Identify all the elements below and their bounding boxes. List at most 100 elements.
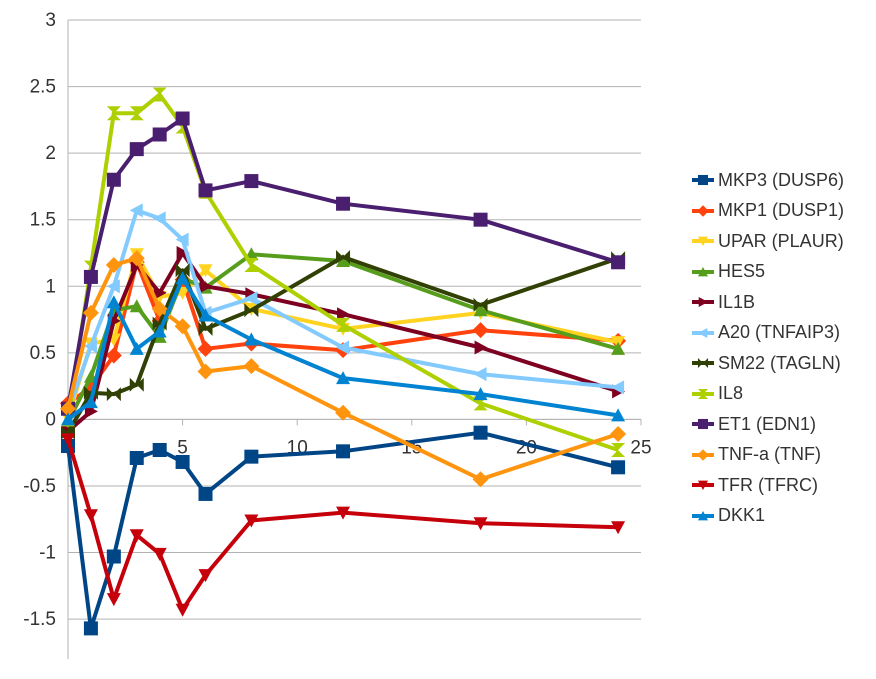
data-point xyxy=(697,480,709,491)
legend-swatch xyxy=(692,448,714,461)
legend-item: MKP3 (DUSP6) xyxy=(690,165,844,196)
data-point xyxy=(336,340,350,355)
data-point xyxy=(83,339,97,354)
data-point xyxy=(611,341,626,355)
data-point xyxy=(106,106,121,121)
data-point xyxy=(198,486,213,501)
data-point xyxy=(152,442,167,457)
data-point xyxy=(336,253,351,267)
data-point xyxy=(129,529,144,543)
data-point xyxy=(337,307,351,322)
y-tick-label: -0.5 xyxy=(23,476,56,497)
data-point xyxy=(336,249,351,264)
legend-label: UPAR (PLAUR) xyxy=(718,230,844,251)
series-layer xyxy=(60,87,627,636)
data-point xyxy=(198,264,213,278)
data-point xyxy=(151,300,168,317)
data-point xyxy=(105,347,122,364)
data-point xyxy=(152,211,166,226)
data-point xyxy=(129,341,144,355)
data-point xyxy=(697,510,709,521)
data-point xyxy=(697,175,709,186)
data-point xyxy=(106,295,121,309)
y-tick-label: -1 xyxy=(39,543,56,564)
data-point xyxy=(197,340,214,357)
data-point xyxy=(336,317,351,332)
legend-item: A20 (TNFAIP3) xyxy=(690,318,844,349)
data-point xyxy=(611,442,626,457)
data-point xyxy=(336,506,351,520)
data-point xyxy=(198,183,213,198)
data-point xyxy=(697,448,709,461)
legend-swatch xyxy=(692,297,714,308)
legend-item: UPAR (PLAUR) xyxy=(690,226,844,257)
data-point xyxy=(152,547,167,561)
data-point xyxy=(473,367,487,382)
data-point xyxy=(106,593,121,607)
data-point xyxy=(106,279,120,294)
legend-item: IL8 xyxy=(690,379,844,410)
y-tick-label: 0.5 xyxy=(30,343,56,364)
legend-label: A20 (TNFAIP3) xyxy=(718,322,841,343)
series-8 xyxy=(61,111,626,416)
legend-item: DKK1 xyxy=(690,501,844,532)
legend-swatch xyxy=(692,236,714,247)
data-point xyxy=(473,303,488,317)
data-point xyxy=(697,204,709,217)
legend-label: TFR (TFRC) xyxy=(718,474,818,495)
data-point xyxy=(129,450,144,465)
data-point xyxy=(175,232,189,247)
data-point xyxy=(105,256,122,273)
data-point xyxy=(82,304,99,321)
data-point xyxy=(175,111,190,126)
data-point xyxy=(129,377,144,392)
data-point xyxy=(335,404,352,421)
data-point xyxy=(83,395,98,409)
data-point xyxy=(244,291,258,306)
y-tick-label: 0 xyxy=(45,409,56,430)
data-point xyxy=(129,299,144,313)
data-point xyxy=(174,318,191,335)
data-point xyxy=(611,380,625,395)
data-point xyxy=(61,412,75,426)
legend-swatch xyxy=(692,266,714,277)
data-point xyxy=(244,303,259,318)
data-point xyxy=(199,279,213,294)
series-0 xyxy=(61,425,626,636)
data-point xyxy=(336,371,351,385)
data-point xyxy=(697,358,709,369)
y-tick-label: 3 xyxy=(45,10,56,31)
data-point xyxy=(128,250,145,267)
legend-label: DKK1 xyxy=(718,505,766,526)
legend-item: IL1B xyxy=(690,287,844,318)
data-point xyxy=(106,172,121,187)
data-point xyxy=(152,127,167,142)
data-point xyxy=(611,460,626,475)
data-point xyxy=(60,400,76,417)
legend-swatch xyxy=(692,480,714,491)
data-point xyxy=(336,196,351,211)
data-point xyxy=(83,621,98,636)
legend-item: TFR (TFRC) xyxy=(690,470,844,501)
data-point xyxy=(197,363,214,380)
data-point xyxy=(474,340,488,355)
y-tick-label: 2.5 xyxy=(30,77,56,98)
data-point xyxy=(153,285,167,300)
y-tick-label: 1.5 xyxy=(30,210,56,231)
data-point xyxy=(244,257,259,272)
data-point xyxy=(106,549,121,564)
legend-swatch xyxy=(692,419,714,430)
series-9 xyxy=(60,250,627,488)
data-point xyxy=(336,444,351,459)
data-point xyxy=(198,321,213,336)
data-point xyxy=(697,236,709,247)
data-point xyxy=(244,332,259,346)
legend-item: SM22 (TAGLN) xyxy=(690,348,844,379)
legend: MKP3 (DUSP6) MKP1 (DUSP1) UPAR (PLAUR) HES5… xyxy=(690,165,844,531)
data-point xyxy=(175,454,190,469)
legend-swatch xyxy=(692,358,714,369)
legend-swatch xyxy=(692,388,714,399)
legend-item: TNF-a (TNF) xyxy=(690,440,844,471)
data-point xyxy=(129,142,144,157)
